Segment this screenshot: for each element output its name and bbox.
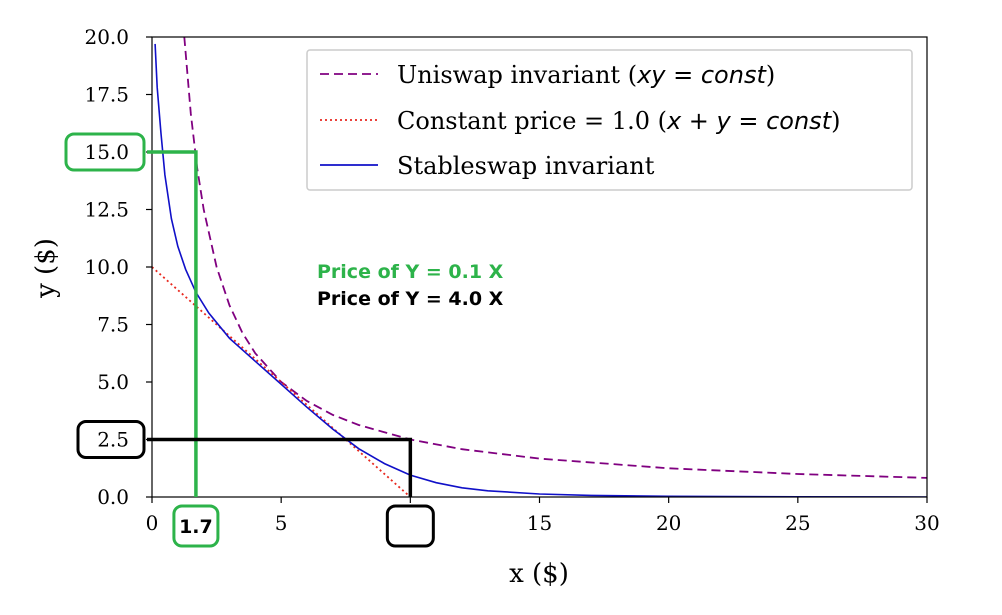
y-tick-label: 7.5	[97, 313, 129, 337]
green-x-highlight-label: 1.7	[179, 516, 213, 538]
legend-label-suffix: )	[831, 107, 840, 135]
black-y-highlight-box	[76, 420, 146, 459]
green-x-highlight-box	[172, 504, 220, 548]
y-tick-label: 17.5	[84, 83, 129, 107]
legend-label-constant: Constant price = 1.0 (x + y = const)	[397, 107, 840, 135]
x-tick-label: 30	[914, 511, 939, 535]
green-price-annotation: Price of Y = 0.1 X	[317, 261, 504, 283]
series-layer	[152, 37, 927, 497]
y-tick-label: 2.5	[97, 428, 129, 452]
black-guide-lines	[147, 437, 413, 497]
x-axis-label: x ($)	[509, 559, 569, 589]
y-tick-label: 10.0	[84, 255, 129, 279]
x-tick-label: 15	[527, 511, 552, 535]
x-tick-label: 20	[656, 511, 681, 535]
annotation-texts: Price of Y = 0.1 X Price of Y = 4.0 X	[317, 261, 504, 310]
y-tick-label: 5.0	[97, 370, 129, 394]
annotation-layer: 1.7	[64, 132, 435, 548]
x-tick-label: 25	[785, 511, 810, 535]
black-x-highlight-box	[385, 504, 435, 548]
x-tick-label: 0	[146, 511, 159, 535]
y-axis-label: y ($)	[31, 238, 61, 299]
y-tick-label: 20.0	[84, 25, 129, 49]
series-line-0	[183, 37, 927, 479]
green-y-highlight-box	[64, 132, 146, 172]
legend-label-suffix: )	[766, 61, 775, 89]
black-price-annotation: Price of Y = 4.0 X	[317, 288, 504, 310]
y-tick-label: 12.5	[84, 198, 129, 222]
green-guide-lines	[147, 150, 198, 497]
legend-label-math: xy = const	[636, 61, 767, 89]
y-tick-label: 15.0	[84, 140, 129, 164]
legend-label-text: Uniswap invariant (	[397, 61, 637, 89]
legend-label-text: Constant price = 1.0 (	[397, 107, 667, 135]
series-line-2	[154, 43, 927, 497]
legend-label-uniswap: Uniswap invariant (xy = const)	[397, 61, 775, 89]
legend-box	[306, 49, 913, 191]
legend-label-math: x + y = const	[666, 107, 833, 135]
legend: Uniswap invariant (xy = const)Constant p…	[306, 49, 913, 191]
x-tick-label: 5	[275, 511, 288, 535]
legend-label-stableswap: Stableswap invariant	[397, 152, 655, 180]
y-tick-label: 0.0	[97, 485, 129, 509]
legend-label-text: Stableswap invariant	[397, 152, 655, 180]
